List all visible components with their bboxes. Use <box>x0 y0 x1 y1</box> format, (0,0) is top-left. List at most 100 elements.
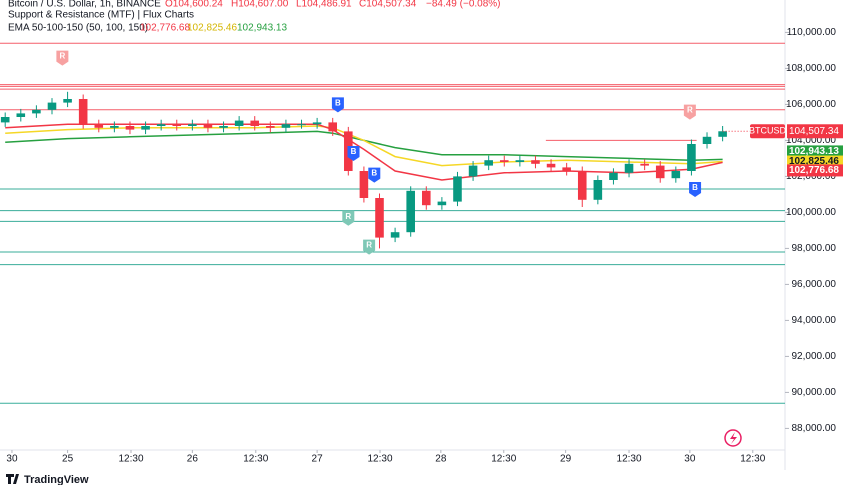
signal-marker <box>56 50 69 66</box>
x-tick-label: 12:30 <box>118 454 143 465</box>
candle-body <box>671 171 681 179</box>
ohlc-high: H104,607.00 <box>231 0 289 10</box>
candle-body <box>593 180 603 200</box>
candle-body <box>32 109 41 114</box>
signal-marker <box>363 239 376 255</box>
header: Bitcoin / U.S. Dollar, 1h, BINANCE O104,… <box>8 0 501 34</box>
ema-price-label: 102,825.46 <box>789 156 839 167</box>
ema-line <box>5 123 723 181</box>
y-tick-label: 94,000.00 <box>792 315 837 326</box>
y-tick-label: 106,000.00 <box>786 99 836 110</box>
candle-body <box>234 120 244 126</box>
candle-body <box>609 172 618 180</box>
x-tick-label: 26 <box>187 454 199 465</box>
ohlc-low: L104,486.91 <box>296 0 352 10</box>
candle-body <box>0 117 10 123</box>
x-tick-label: 12:30 <box>740 454 765 465</box>
candle-body <box>328 122 338 132</box>
ohlc-change: −84.49 (−0.08%) <box>426 0 501 10</box>
icon-ring[interactable] <box>724 429 742 447</box>
icon-bolt[interactable] <box>730 432 737 444</box>
ohlc-open: O104,600.24 <box>165 0 223 10</box>
candle-body <box>16 113 26 117</box>
x-tick-label: 12:30 <box>368 454 393 465</box>
candle-body <box>718 131 727 137</box>
candle-body <box>453 176 462 202</box>
x-tick-label: 12:30 <box>243 454 268 465</box>
signal-marker <box>689 182 702 197</box>
candle-body <box>562 167 571 171</box>
candle-body <box>78 99 88 125</box>
y-tick-label: 110,000.00 <box>787 27 837 38</box>
indicator-name: Support & Resistance (MTF) | Flux Charts <box>8 10 194 21</box>
x-tick-label: 25 <box>62 454 74 465</box>
y-tick-label: 92,000.00 <box>792 351 837 362</box>
x-tick-label: 30 <box>684 454 696 465</box>
ema-price-box <box>787 164 843 177</box>
y-tick-label: 102,000.00 <box>786 171 836 182</box>
candle-body <box>624 163 634 173</box>
candle-body <box>156 124 166 126</box>
candle-body <box>390 232 400 238</box>
candle-body <box>468 165 478 177</box>
candle-body <box>47 102 57 110</box>
price-label: 104,507.34 <box>789 126 839 137</box>
candle-body <box>172 124 182 126</box>
lightning-icon[interactable] <box>724 429 742 447</box>
y-tick-label: 90,000.00 <box>792 387 837 398</box>
candle-body <box>484 160 493 166</box>
candle-body <box>312 122 322 125</box>
symbol-box <box>750 124 785 139</box>
candle-body <box>359 171 369 198</box>
candle-body <box>437 201 447 206</box>
candle-body <box>655 165 665 179</box>
candle-body <box>250 120 260 126</box>
signal-label: B <box>335 99 341 108</box>
x-tick-label: 28 <box>435 454 447 465</box>
candle-body <box>219 126 228 128</box>
candle-body <box>546 163 556 168</box>
candle-body <box>297 124 306 126</box>
signal-label: B <box>351 147 357 156</box>
ema-price-label: 102,943.13 <box>789 146 839 157</box>
candle-body <box>63 99 72 103</box>
x-tick-label: 30 <box>6 454 18 465</box>
candle-body <box>531 160 540 164</box>
ema-line <box>5 125 723 167</box>
candle-body <box>406 190 415 233</box>
candle-body <box>687 144 696 171</box>
candle-body <box>515 160 525 162</box>
signal-marker <box>347 146 360 161</box>
symbol-label: BTCUSD <box>749 126 787 136</box>
signal-label: R <box>366 241 372 250</box>
signal-label: R <box>345 212 351 221</box>
candle-body <box>94 124 104 128</box>
candle-body <box>188 124 197 126</box>
candle-body <box>203 124 213 128</box>
indicator-name: EMA 50-100-150 (50, 100, 150) <box>8 23 148 34</box>
ema-value: 102,943.13 <box>237 23 287 34</box>
ema-price-label: 102,776.68 <box>789 165 839 176</box>
candle-body <box>266 126 275 128</box>
footer-brand: TradingView <box>24 474 89 485</box>
signal-label: B <box>692 183 698 192</box>
signal-label: R <box>59 52 65 61</box>
logo <box>6 474 19 484</box>
y-tick-label: 104,000.00 <box>786 135 836 146</box>
candle-body <box>702 136 712 144</box>
candle-body <box>110 126 119 128</box>
signal-label: R <box>687 106 693 115</box>
signal-marker <box>331 97 344 113</box>
candle-body <box>640 163 649 166</box>
y-tick-label: 96,000.00 <box>792 279 837 290</box>
ema-value: 102,825.46 <box>187 23 237 34</box>
signal-marker <box>368 167 381 183</box>
footer: TradingView <box>6 474 89 485</box>
candle-body <box>422 190 431 206</box>
y-tick-label: 108,000.00 <box>786 63 836 74</box>
candle-body <box>281 124 291 128</box>
y-tick-label: 100,000.00 <box>786 207 836 218</box>
x-tick-label: 27 <box>312 454 324 465</box>
ema-price-box <box>787 145 843 158</box>
